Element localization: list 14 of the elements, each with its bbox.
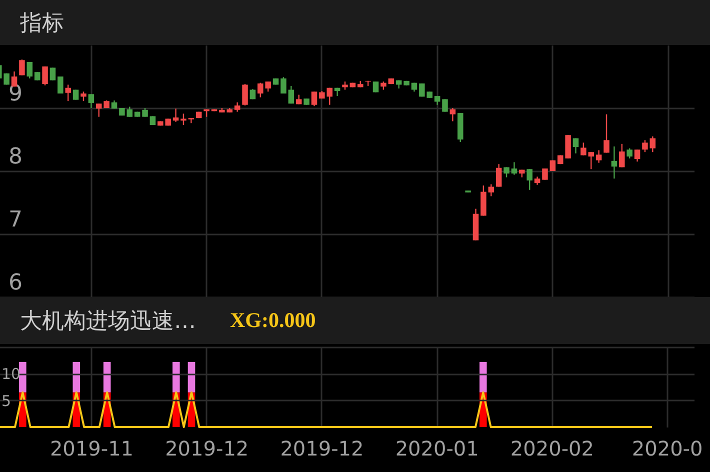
y-tick-label: 10 xyxy=(2,365,21,384)
x-tick-label: 2020-0 xyxy=(632,436,703,460)
x-tick-label: 2019-11 xyxy=(50,436,134,460)
chart-title: 大机构进场迅速… xyxy=(20,308,196,336)
chart-title: 指标 xyxy=(20,10,64,38)
x-tick-label: 2019-12 xyxy=(165,436,249,460)
y-tick-label: 8 xyxy=(8,144,22,170)
text: XG:0.000 xyxy=(230,308,316,333)
x-tick-label: 2019-12 xyxy=(280,436,364,460)
y-tick-label: 6 xyxy=(8,270,22,296)
y-tick-label: 5 xyxy=(2,392,12,410)
x-tick-label: 2020-01 xyxy=(395,436,479,460)
x-tick-label: 2020-02 xyxy=(510,436,594,460)
y-tick-label: 7 xyxy=(8,208,22,232)
